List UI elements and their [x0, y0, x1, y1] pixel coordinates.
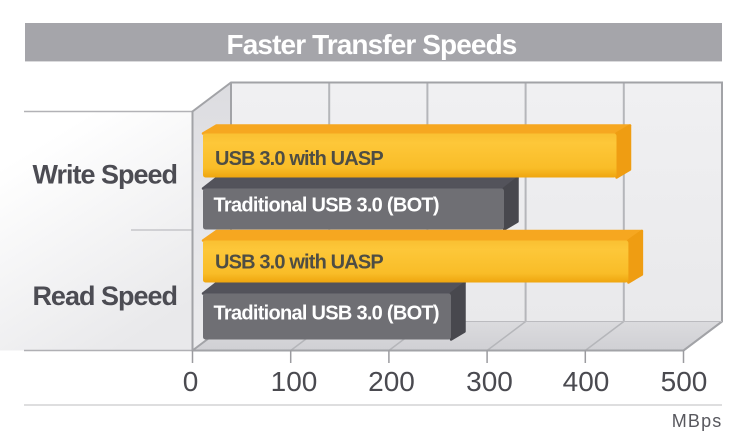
svg-text:Traditional USB 3.0 (BOT): Traditional USB 3.0 (BOT): [214, 303, 439, 325]
svg-text:100: 100: [271, 366, 318, 397]
svg-text:Faster Transfer Speeds: Faster Transfer Speeds: [227, 29, 517, 60]
svg-text:USB 3.0 with UASP: USB 3.0 with UASP: [215, 148, 383, 170]
svg-text:400: 400: [563, 366, 610, 397]
svg-text:Traditional USB 3.0 (BOT): Traditional USB 3.0 (BOT): [214, 195, 439, 217]
svg-text:500: 500: [661, 366, 708, 397]
svg-text:Write Speed: Write Speed: [32, 160, 177, 190]
svg-text:200: 200: [368, 366, 415, 397]
svg-text:Read Speed: Read Speed: [32, 281, 177, 311]
svg-text:MBps: MBps: [672, 411, 723, 431]
svg-text:0: 0: [183, 366, 199, 397]
svg-text:300: 300: [466, 366, 513, 397]
svg-text:USB 3.0 with UASP: USB 3.0 with UASP: [215, 252, 383, 274]
